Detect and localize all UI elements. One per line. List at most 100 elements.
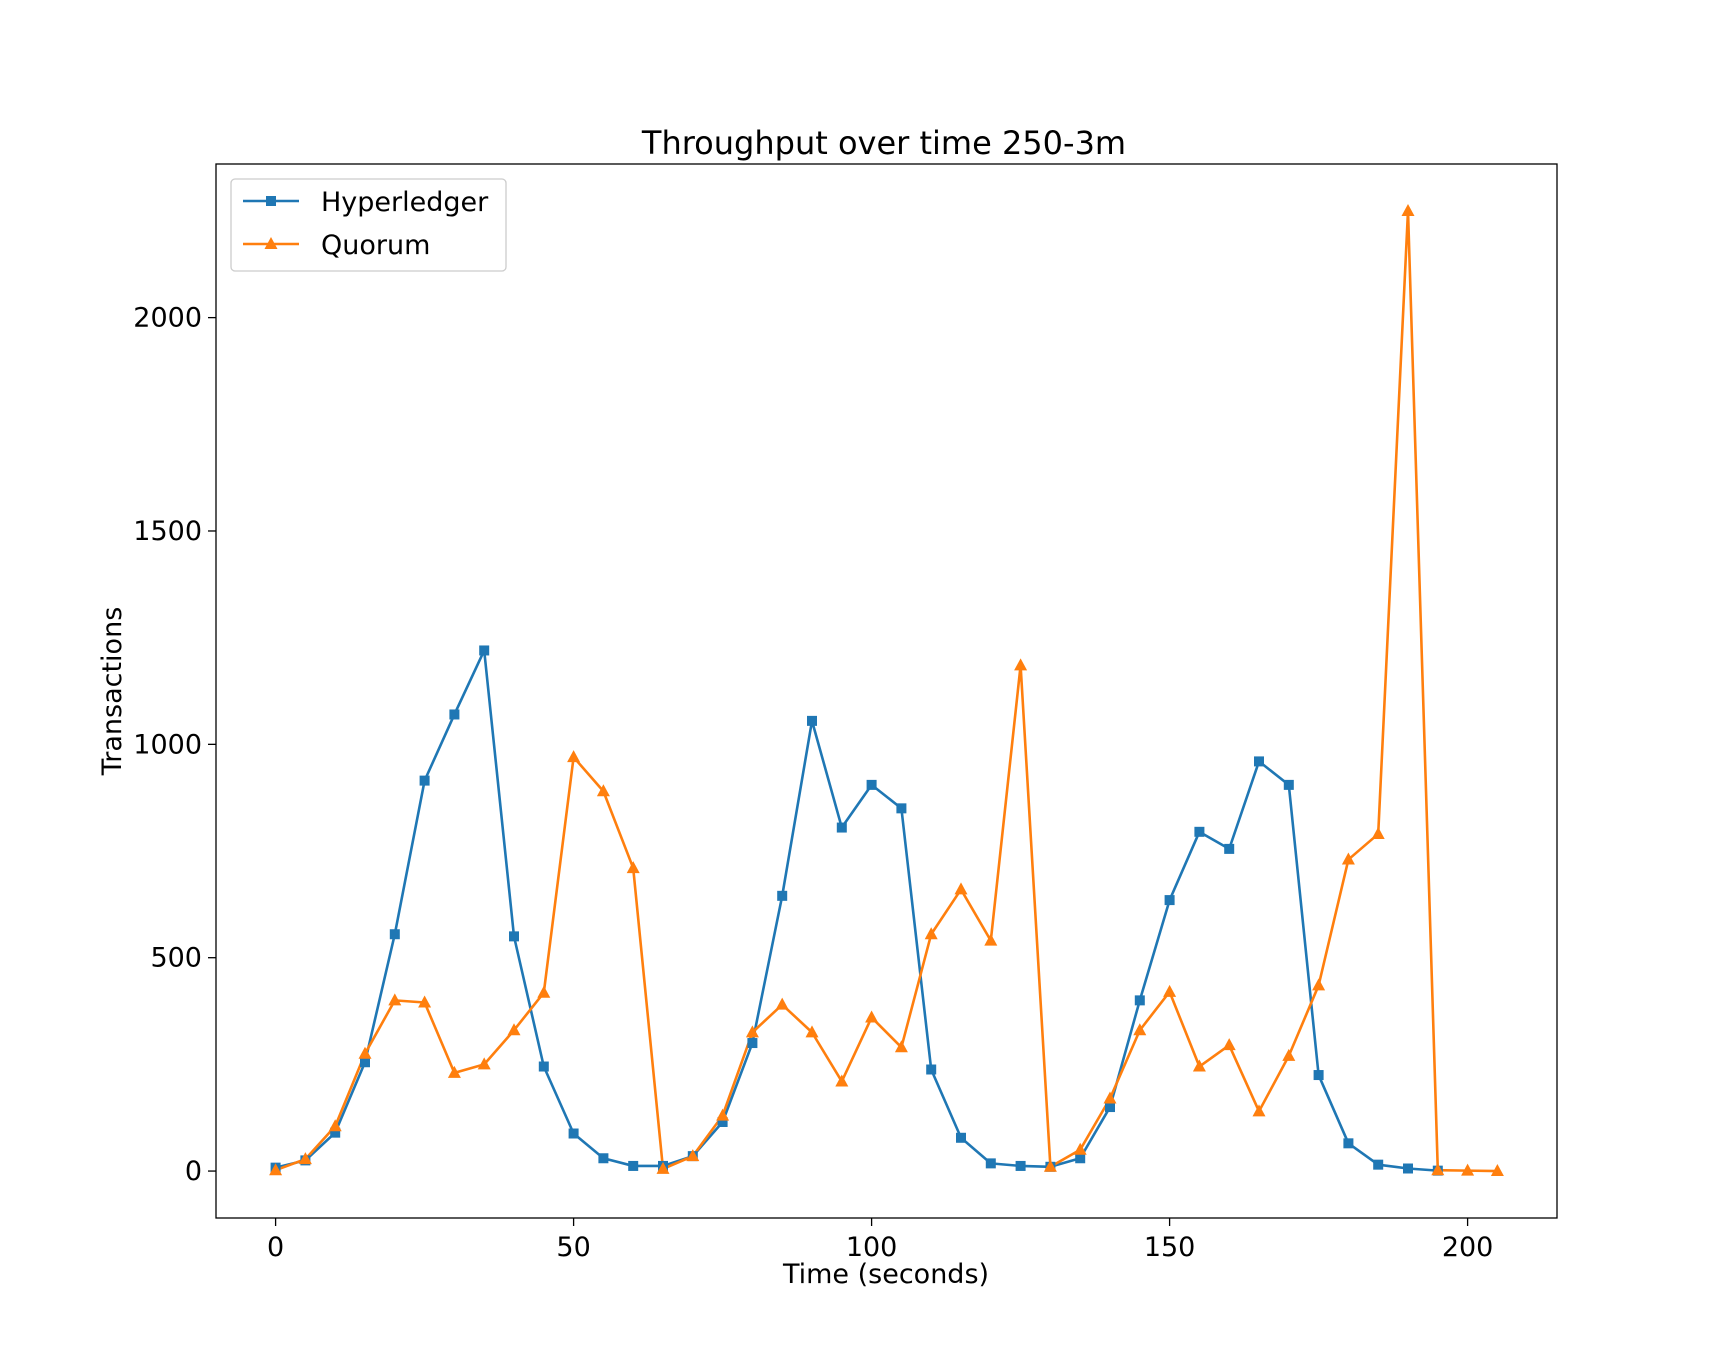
legend-marker-hyperledger xyxy=(266,196,276,206)
quorum-data-point xyxy=(686,1149,700,1162)
quorum-data-point xyxy=(1222,1038,1236,1051)
hyperledger-data-point xyxy=(1283,779,1294,790)
plot-frame xyxy=(215,163,1558,1219)
quorum-data-point xyxy=(418,995,432,1008)
x-axis: 0 50 100 150 200 xyxy=(267,1218,1493,1263)
quorum-data-point xyxy=(1073,1142,1087,1155)
hyperledger-data-point xyxy=(628,1160,639,1171)
plot-markers xyxy=(269,203,1504,1177)
quorum-data-point xyxy=(1341,852,1355,865)
legend-marker-quorum xyxy=(264,237,278,249)
quorum-data-point xyxy=(1312,978,1326,991)
hyperledger-data-point xyxy=(1224,843,1235,854)
hyperledger-data-point xyxy=(568,1128,579,1139)
x-tick-label: 0 xyxy=(267,1232,284,1263)
quorum-data-point xyxy=(537,985,551,998)
quorum-series-line xyxy=(274,209,1499,1173)
legend-label-quorum: Quorum xyxy=(321,230,430,261)
y-tick-label: 1500 xyxy=(133,516,202,547)
quorum-data-point xyxy=(1461,1163,1475,1176)
hyperledger-data-point xyxy=(896,803,907,814)
hyperledger-data-point xyxy=(1373,1159,1384,1170)
hyperledger-data-point xyxy=(449,709,460,720)
quorum-data-point xyxy=(984,933,998,946)
quorum-data-point xyxy=(567,750,581,763)
quorum-data-point xyxy=(269,1163,283,1176)
hyperledger-data-point xyxy=(1015,1160,1026,1171)
quorum-data-point xyxy=(626,861,640,874)
hyperledger-data-point xyxy=(1403,1163,1413,1174)
y-tick-label: 1000 xyxy=(133,729,202,760)
hyperledger-data-point xyxy=(1134,995,1145,1006)
quorum-data-point xyxy=(1371,826,1385,839)
quorum-data-point xyxy=(1282,1048,1296,1061)
hyperledger-data-point xyxy=(747,1038,758,1049)
quorum-data-point xyxy=(358,1046,372,1059)
quorum-data-point xyxy=(1014,658,1028,671)
quorum-data-point xyxy=(865,1010,879,1023)
hyperledger-data-point xyxy=(1313,1070,1324,1081)
x-axis-label: Time (seconds) xyxy=(782,1259,989,1290)
quorum-data-point xyxy=(477,1057,491,1070)
hyperledger-data-point xyxy=(777,890,788,901)
quorum-data-point xyxy=(1192,1059,1206,1072)
hyperledger-data-point xyxy=(1105,1102,1115,1113)
quorum-data-point xyxy=(1163,984,1177,997)
hyperledger-data-point xyxy=(419,775,430,786)
quorum-data-point xyxy=(298,1152,312,1165)
x-tick-label: 150 xyxy=(1144,1232,1196,1263)
plot-lines xyxy=(274,209,1499,1173)
x-tick-label: 100 xyxy=(846,1232,898,1263)
hyperledger-data-point xyxy=(956,1132,966,1143)
hyperledger-data-point xyxy=(926,1064,937,1075)
quorum-data-point xyxy=(1103,1091,1117,1104)
y-tick-label: 500 xyxy=(150,943,202,974)
x-tick-label: 200 xyxy=(1442,1232,1494,1263)
hyperledger-data-point xyxy=(479,645,490,656)
hyperledger-series-line xyxy=(274,649,1440,1172)
hyperledger-data-point xyxy=(807,715,817,726)
quorum-data-point xyxy=(447,1065,461,1078)
hyperledger-data-point xyxy=(836,822,847,833)
quorum-data-point xyxy=(835,1074,849,1087)
quorum-data-point xyxy=(745,1025,759,1038)
hyperledger-data-point xyxy=(717,1116,728,1127)
hyperledger-data-point xyxy=(330,1127,341,1138)
quorum-data-point xyxy=(1252,1104,1266,1117)
hyperledger-data-point xyxy=(1254,756,1264,767)
hyperledger-data-point xyxy=(1343,1138,1354,1149)
y-axis-label: Transactions xyxy=(97,607,128,777)
quorum-data-point xyxy=(894,1040,908,1053)
quorum-data-point xyxy=(1490,1164,1504,1177)
chart-title: Throughput over time 250-3m xyxy=(641,124,1126,162)
quorum-data-point xyxy=(805,1025,819,1038)
hyperledger-data-point xyxy=(389,929,400,940)
quorum-data-point xyxy=(954,882,968,895)
quorum-data-point xyxy=(775,997,789,1010)
quorum-data-point xyxy=(1133,1023,1147,1036)
quorum-data-point xyxy=(328,1119,342,1132)
quorum-data-point xyxy=(388,993,402,1006)
quorum-data-point xyxy=(924,927,938,940)
hyperledger-data-point xyxy=(509,931,519,942)
hyperledger-data-point xyxy=(985,1158,996,1169)
quorum-data-point xyxy=(716,1108,730,1121)
hyperledger-data-point xyxy=(538,1061,549,1072)
quorum-data-point xyxy=(1401,203,1415,216)
legend-label-hyperledger: Hyperledger xyxy=(321,187,489,218)
legend: Hyperledger Quorum xyxy=(230,178,507,272)
quorum-data-point xyxy=(596,784,610,797)
quorum-data-point xyxy=(1431,1163,1445,1176)
y-axis: 0 500 1000 1500 2000 xyxy=(133,303,216,1187)
quorum-data-point xyxy=(1043,1159,1057,1172)
hyperledger-data-point xyxy=(1164,895,1175,906)
y-tick-label: 2000 xyxy=(133,303,202,334)
y-tick-label: 0 xyxy=(185,1156,202,1187)
quorum-data-point xyxy=(507,1023,521,1036)
legend-box xyxy=(230,178,507,272)
hyperledger-data-point xyxy=(1194,826,1205,837)
quorum-data-point xyxy=(656,1161,670,1174)
hyperledger-data-point xyxy=(360,1057,370,1068)
